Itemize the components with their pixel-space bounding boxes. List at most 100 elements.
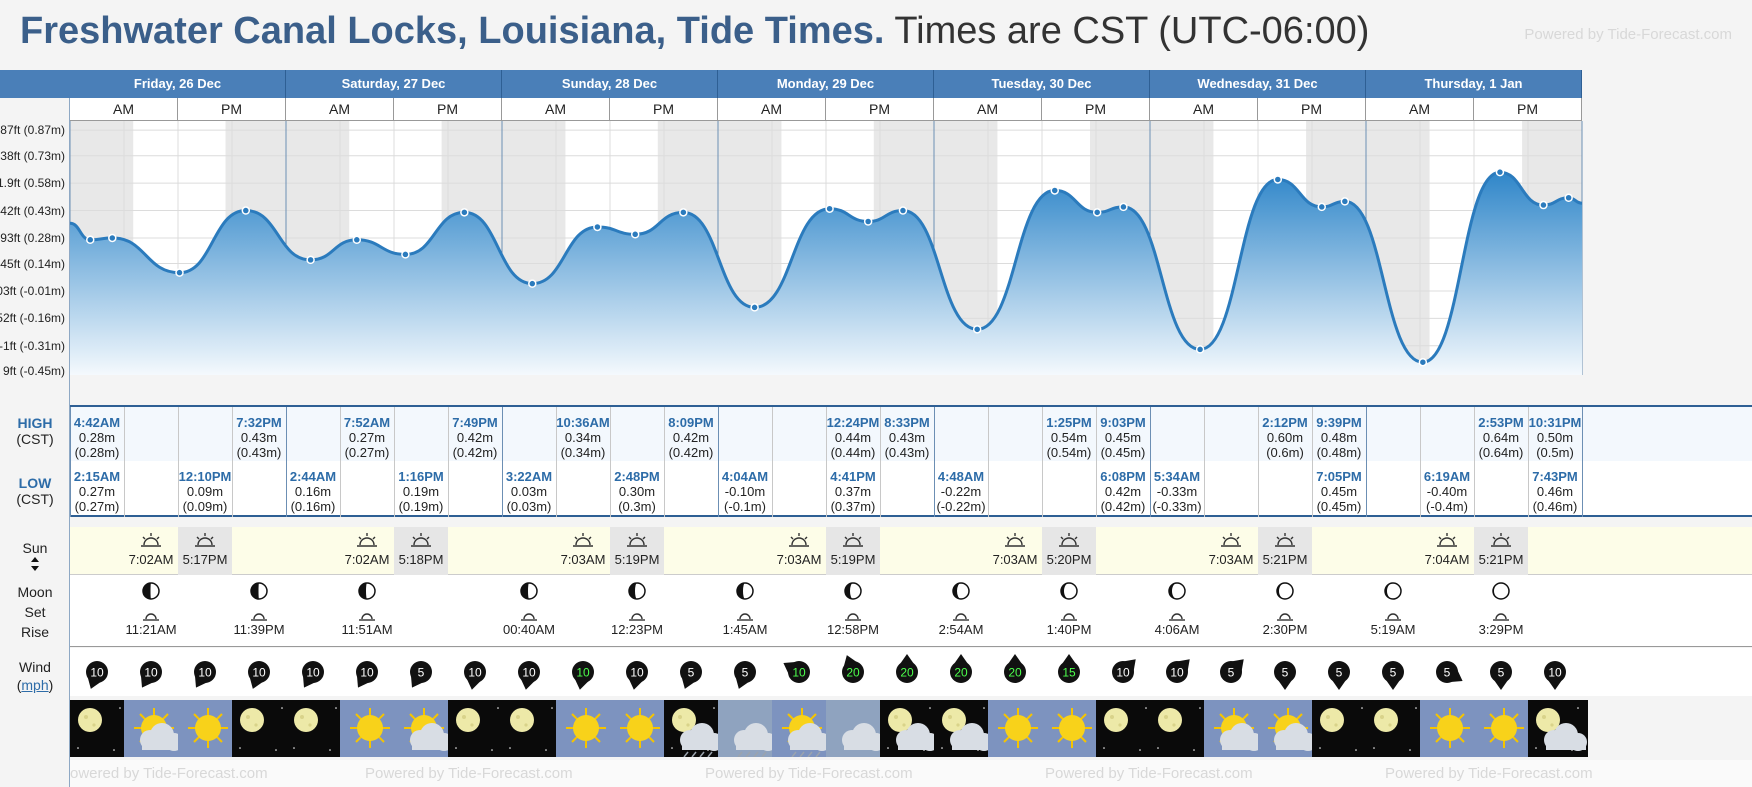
wind-row: 10 10 10 10 10 10 5 10 10 10 10 5 5 10 20 20 20 20 15 10 10 5…: [70, 648, 1752, 696]
wind-cell: 5: [718, 648, 779, 696]
sun-rise-time: 7:03AM: [1208, 552, 1254, 567]
low-tide-height: -0.40m: [1426, 484, 1468, 499]
high-tide-time: 2:12PM: [1262, 415, 1308, 430]
sun-rise-cell: 7:02AM: [340, 527, 394, 575]
weather-sun-cell: [1042, 700, 1102, 757]
sunset-icon: [1275, 533, 1295, 547]
wind-arrow-icon: 10: [783, 661, 810, 683]
sun-icon: [1430, 708, 1470, 748]
moonset-icon: [1061, 613, 1077, 621]
tide-point: [1273, 175, 1283, 184]
wind-speed: 10: [1170, 666, 1184, 680]
moon-set-time: 1:40PM: [1046, 622, 1092, 637]
sunrise-icon: [357, 533, 377, 547]
high-tide-height: 0.43m: [240, 430, 278, 445]
high-tide-height: 0.42m: [672, 430, 710, 445]
day-header: Monday, 29 Dec: [718, 70, 934, 98]
weather-moon-clear-cell: [232, 700, 292, 757]
high-tide-time: 8:33PM: [884, 415, 930, 430]
tide-point: [679, 208, 688, 217]
y-tick-label: 9ft (-0.45m): [2, 364, 65, 379]
sunset-icon: [627, 533, 647, 547]
high-tide-time: 1:25PM: [1046, 415, 1092, 430]
high-tide-time: 9:03PM: [1100, 415, 1146, 430]
moon-rise-time: 00:40AM: [502, 622, 556, 637]
tide-point: [352, 235, 362, 245]
moon-cloud-icon: [887, 707, 939, 751]
moon-clear-icon: [77, 707, 121, 751]
sun-rise-cell: 7:04AM: [1420, 527, 1474, 575]
wind-arrow-icon: 10: [1544, 661, 1566, 690]
high-tide-height: 0.45m: [1104, 430, 1142, 445]
moonset-icon: [1277, 613, 1293, 621]
high-tide-height-alt: (0.44m): [830, 445, 876, 460]
wind-arrow-icon: 10: [1112, 659, 1136, 683]
high-tide-time: 8:09PM: [668, 415, 714, 430]
low-row-label: LOW (CST): [0, 475, 70, 507]
sunrise-icon: [573, 533, 593, 547]
column-divider: [772, 407, 773, 517]
wind-speed: 20: [1008, 666, 1022, 680]
high-tide-height: 0.50m: [1536, 430, 1574, 445]
low-tide-height-alt: (0.09m): [182, 499, 228, 514]
wind-arrow-icon: 15: [1058, 654, 1080, 683]
high-tide-time: 12:24PM: [826, 415, 880, 430]
moon-rise-cell: 00:40AM: [502, 581, 556, 637]
weather-sun-cell: [556, 700, 616, 757]
wind-arrow-icon: 5: [1382, 661, 1404, 690]
moon-cloud-icon: [941, 707, 993, 751]
pm-label: PM: [826, 98, 934, 121]
wind-speed: 5: [688, 666, 695, 680]
tide-point: [1418, 357, 1428, 367]
wind-speed: 10: [576, 666, 590, 680]
column-divider: [70, 407, 71, 517]
moon-rise-time: 11:39PM: [233, 622, 285, 637]
moon-rise-cell: 5:19AM: [1366, 581, 1420, 637]
pm-label: PM: [178, 98, 286, 121]
day-header: Saturday, 27 Dec: [286, 70, 502, 98]
low-tide-height-alt: (0.42m): [1100, 499, 1146, 514]
low-tide-time: 1:16PM: [398, 469, 444, 484]
moon-phase-icon: [628, 582, 646, 600]
wind-speed: 5: [1282, 666, 1289, 680]
sun-icon: [188, 708, 228, 748]
weather-moon-cloud-cell: [880, 700, 940, 757]
moonset-icon: [845, 613, 861, 621]
wind-speed: 10: [144, 666, 158, 680]
wind-arrow-icon: 5: [680, 661, 702, 689]
tide-chart: [70, 121, 1583, 375]
low-tide-entry: 2:48PM 0.30m (0.3m): [610, 469, 664, 514]
wind-cell: 10: [340, 648, 401, 696]
tide-point: [863, 217, 873, 226]
weather-sun-cloud-cell: [124, 700, 184, 757]
sun-rise-time: 7:02AM: [128, 552, 174, 567]
wind-cell: 5: [1474, 648, 1535, 696]
high-tide-height-alt: (0.48m): [1316, 445, 1362, 460]
weather-moon-clear-cell: [286, 700, 346, 757]
wind-cell: 5: [664, 648, 725, 696]
high-tide-entry: 2:53PM 0.64m (0.64m): [1474, 415, 1528, 460]
sun-cloud-icon: [1214, 708, 1263, 751]
column-divider: [124, 407, 125, 517]
moon-clear-icon: [1103, 707, 1147, 751]
moon-phase-icon: [1384, 582, 1402, 600]
low-tide-entry: 7:43PM 0.46m (0.46m): [1528, 469, 1582, 514]
wind-arrow-icon: 20: [896, 654, 918, 683]
moon-clear-icon: [293, 707, 337, 751]
tide-point: [175, 268, 184, 277]
powered-by-watermark: Powered by Tide-Forecast.com: [1045, 765, 1253, 782]
weather-sun-cloud-cell: [1258, 700, 1318, 757]
moon-label: Moon: [17, 584, 53, 600]
moon-set-cell: 12:58PM: [826, 581, 880, 637]
moon-phase-icon: [142, 582, 160, 600]
high-tide-height: 0.34m: [564, 430, 602, 445]
moon-phase-icon: [1492, 582, 1510, 600]
high-tide-height: 0.43m: [888, 430, 926, 445]
moon-set-time: 11:21AM: [125, 622, 177, 637]
wind-unit-link[interactable]: mph: [21, 677, 49, 693]
day-header: Wednesday, 31 Dec: [1150, 70, 1366, 98]
tide-point: [750, 303, 759, 312]
tide-point: [1092, 208, 1102, 217]
tide-point: [898, 206, 908, 215]
